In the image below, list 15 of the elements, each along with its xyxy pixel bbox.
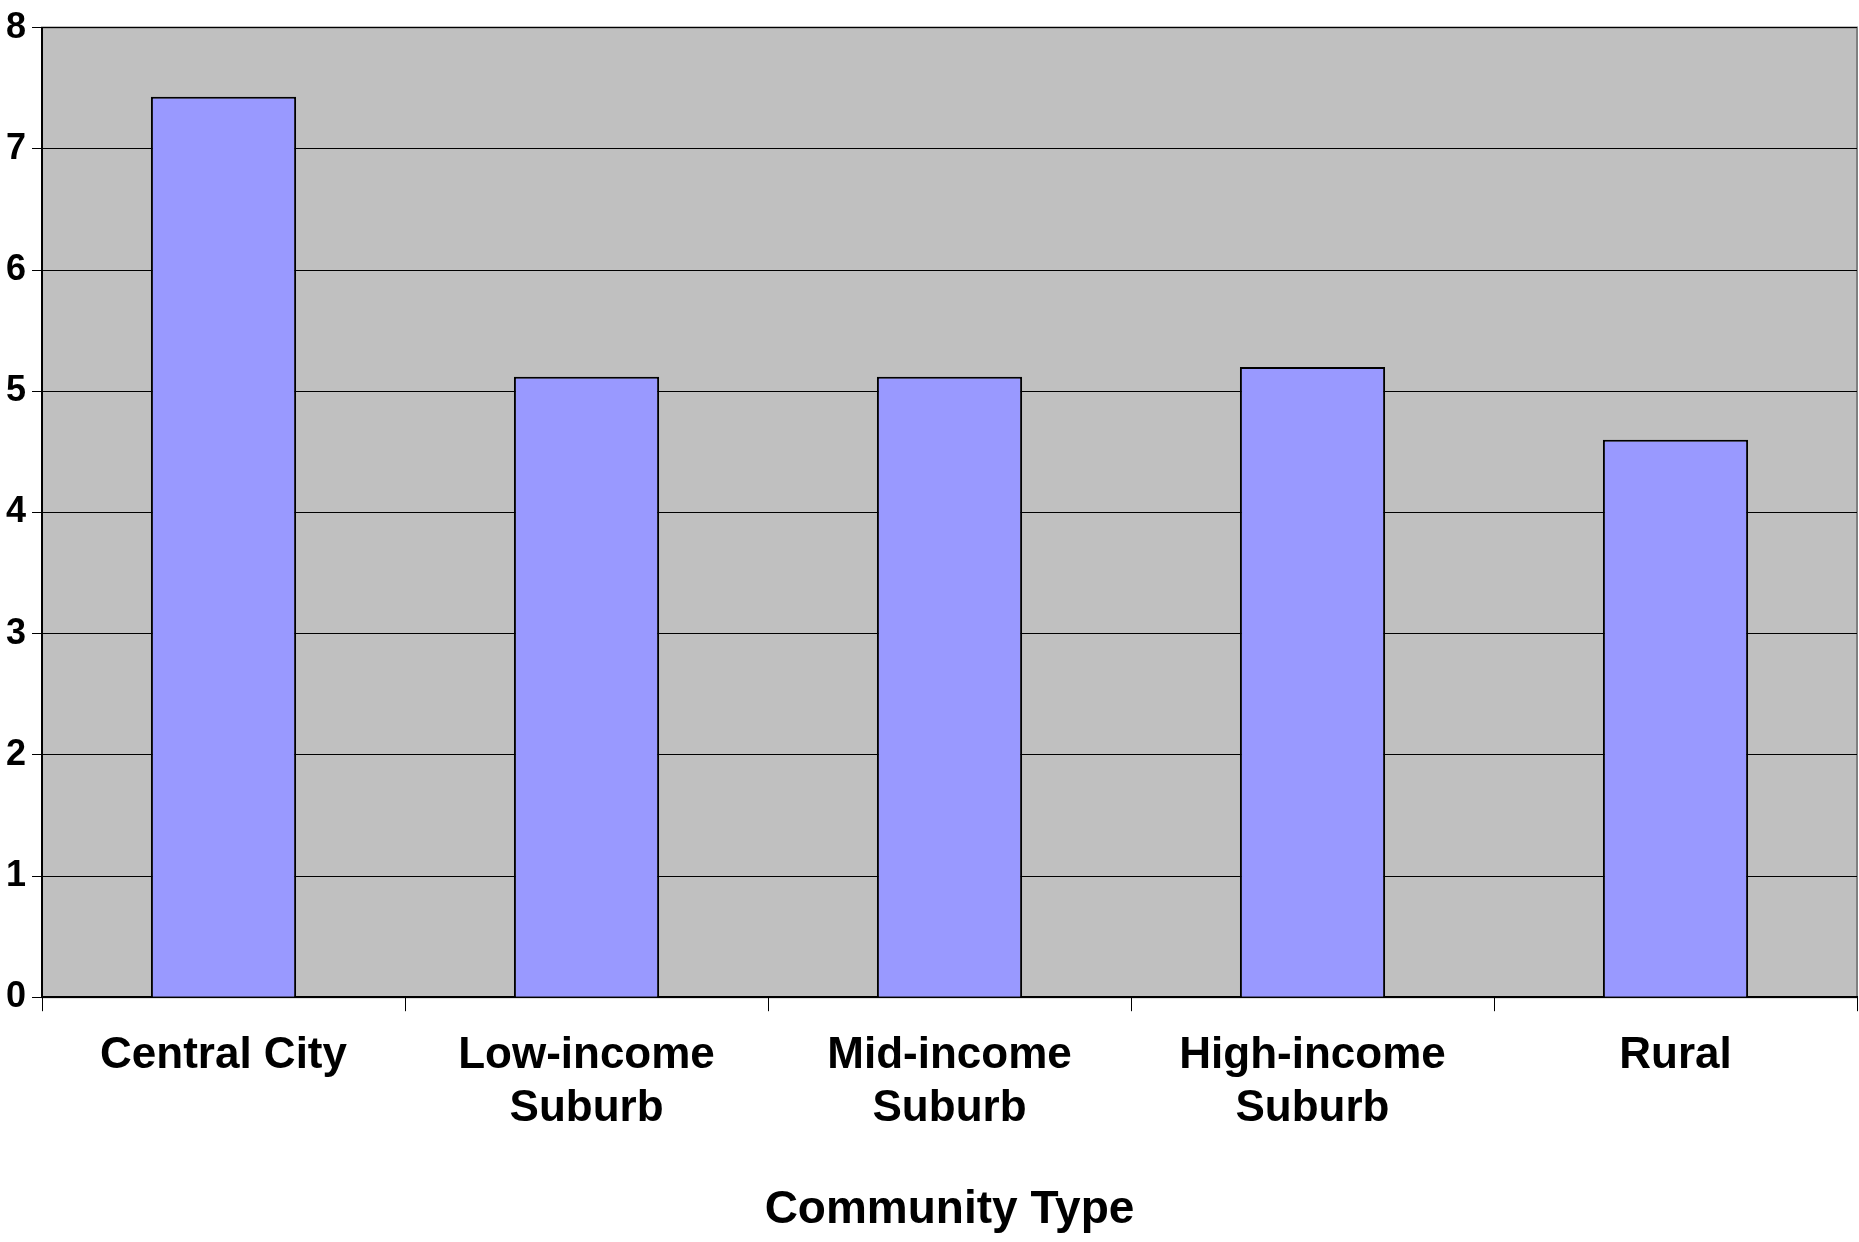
y-tick-label: 3 <box>5 610 27 652</box>
y-tick-label: 5 <box>5 368 27 410</box>
y-tick-label: 4 <box>5 489 27 531</box>
x-tick-label: High-income Suburb <box>1179 1027 1446 1130</box>
x-tick-label: Mid-income Suburb <box>827 1027 1072 1130</box>
x-tick-label: Rural <box>1619 1027 1732 1077</box>
y-tick-label: 8 <box>5 4 27 46</box>
y-tick-label: 6 <box>5 246 27 288</box>
y-tick-label: 7 <box>5 125 27 167</box>
x-tick-label: Low-income Suburb <box>458 1027 715 1130</box>
y-tick-label: 2 <box>5 731 27 773</box>
y-tick-label: 0 <box>5 974 27 1016</box>
x-tick-label: Central City <box>100 1027 348 1077</box>
y-tick-label: 1 <box>5 852 27 894</box>
x-axis-title: Community Type <box>764 1181 1135 1234</box>
